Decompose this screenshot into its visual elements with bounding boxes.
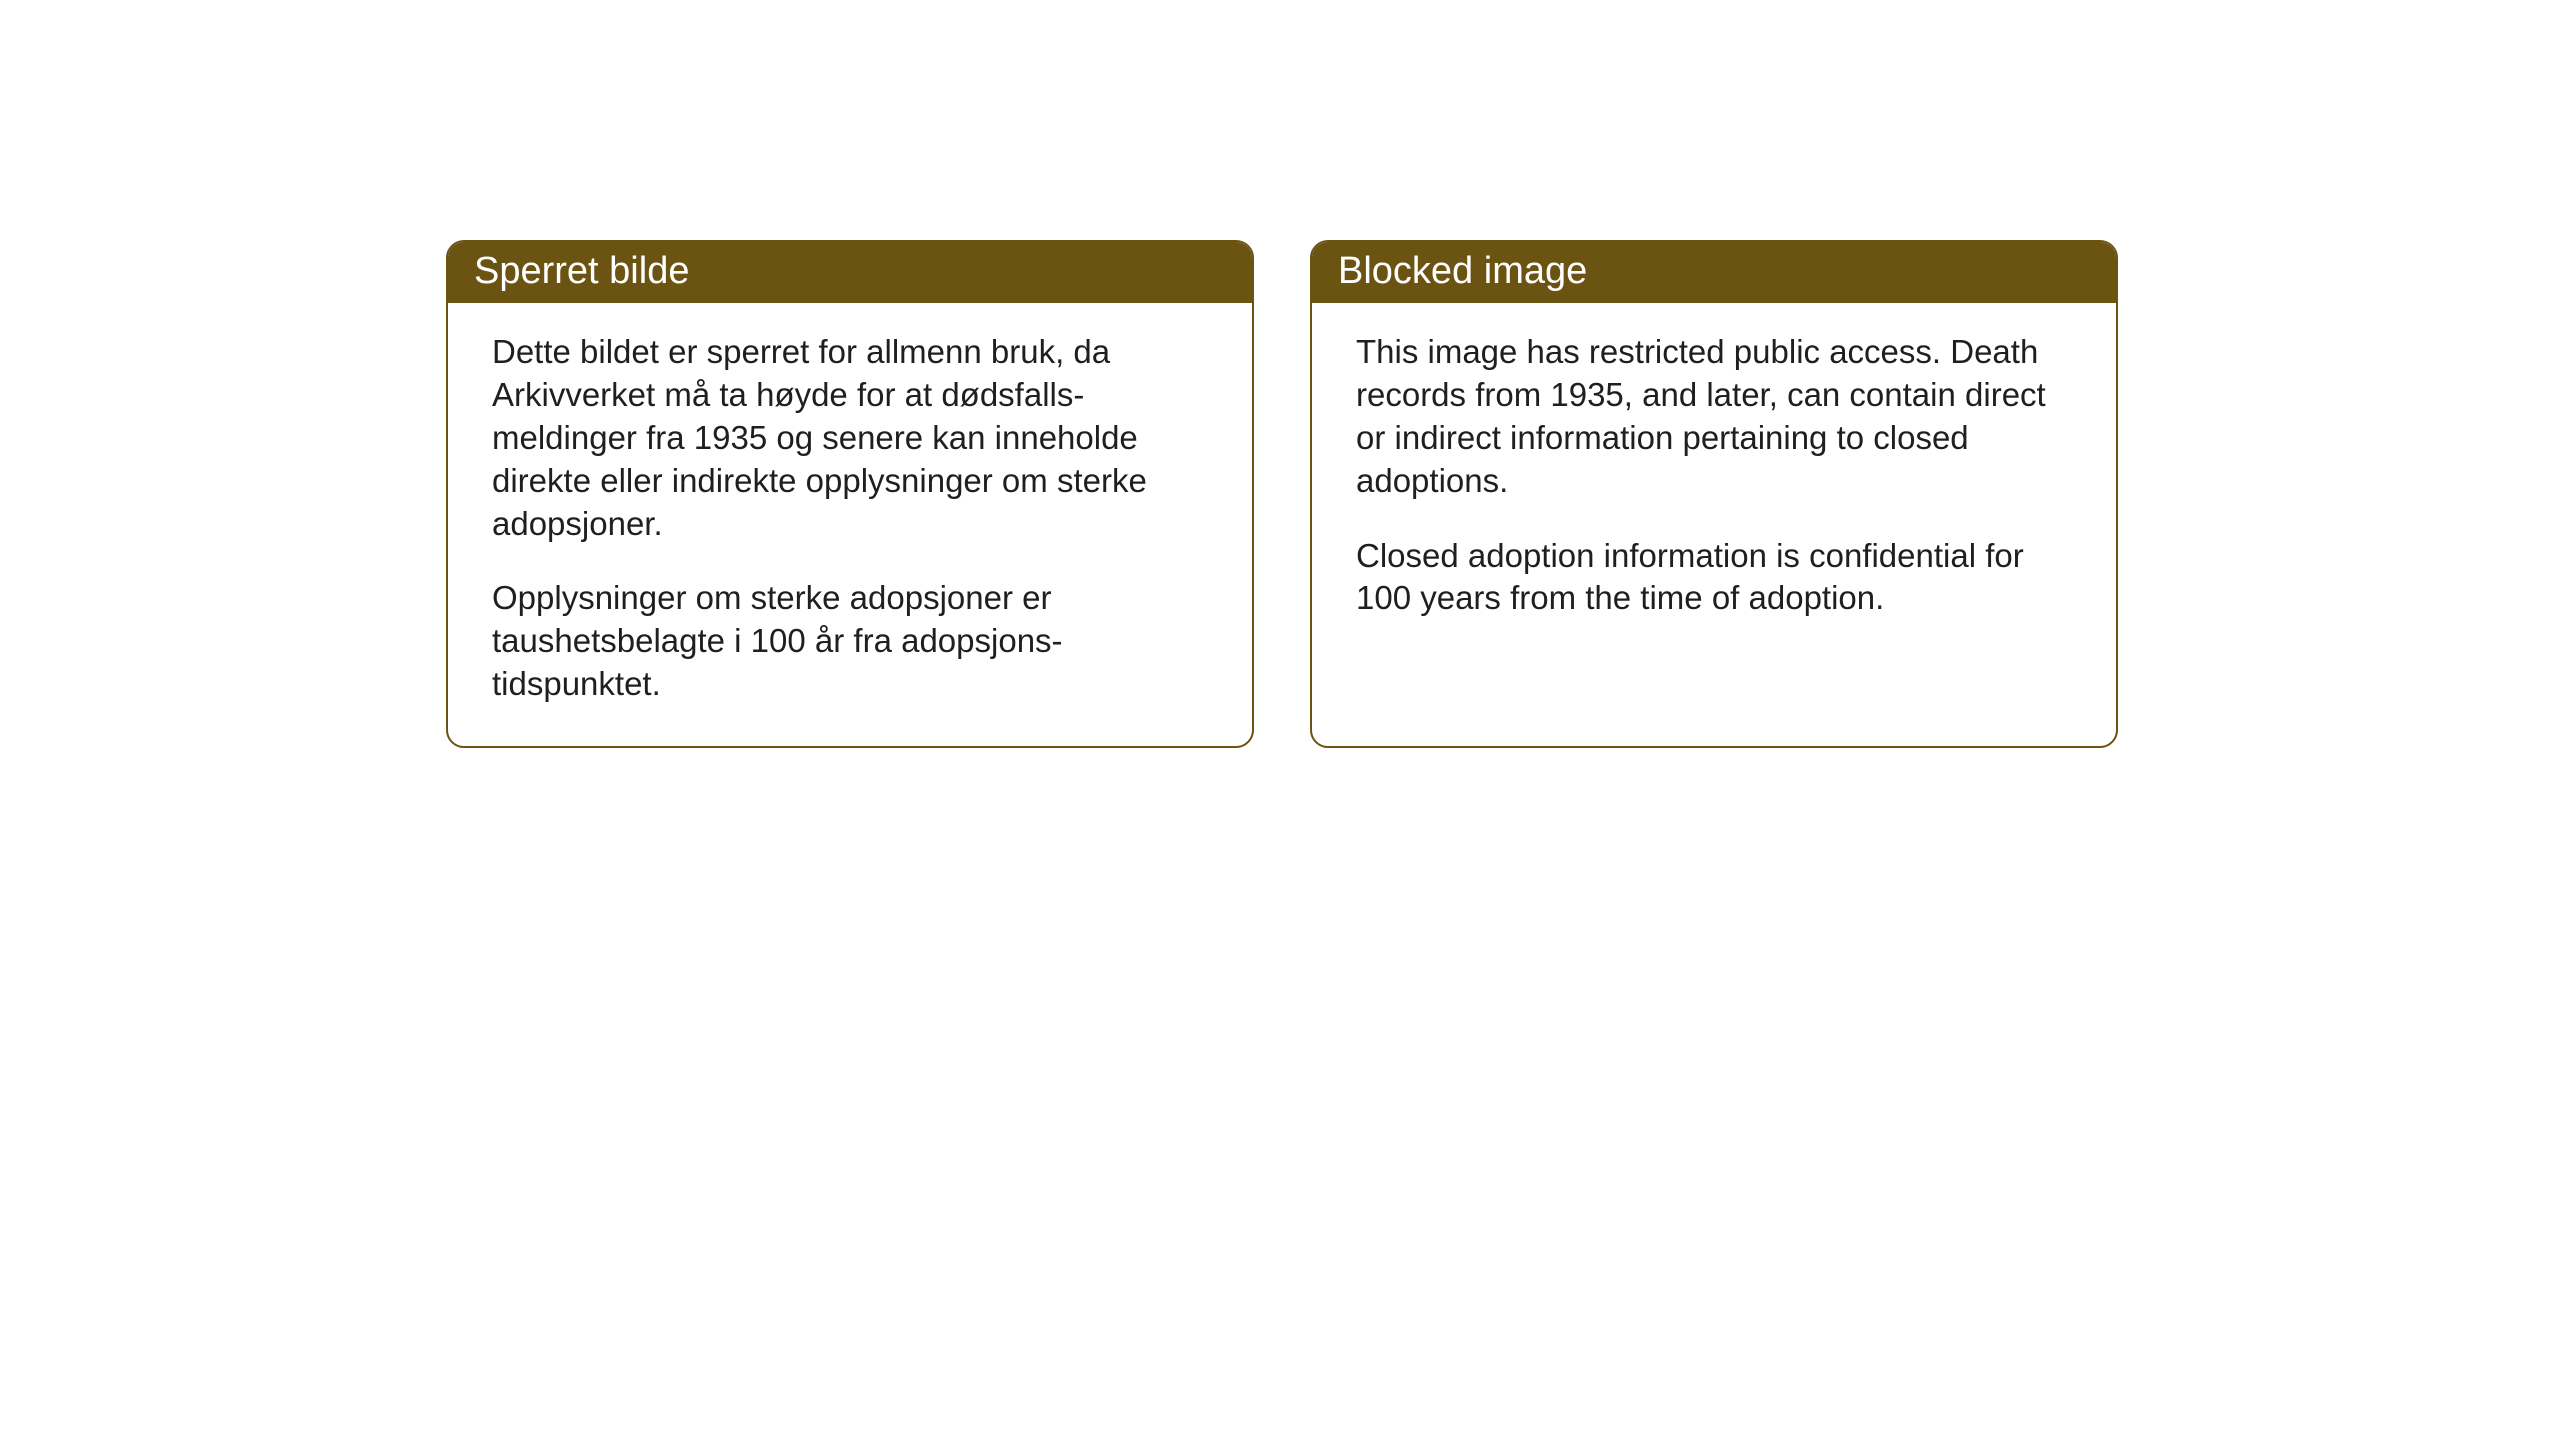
paragraph-english-2: Closed adoption information is confident… bbox=[1356, 535, 2072, 621]
panel-title-norwegian: Sperret bilde bbox=[474, 250, 689, 292]
panel-title-english: Blocked image bbox=[1338, 250, 1587, 292]
paragraph-english-1: This image has restricted public access.… bbox=[1356, 331, 2072, 503]
panel-header-english: Blocked image bbox=[1312, 242, 2116, 303]
paragraph-norwegian-1: Dette bildet er sperret for allmenn bruk… bbox=[492, 331, 1208, 545]
notice-container: Sperret bilde Dette bildet er sperret fo… bbox=[446, 240, 2118, 748]
panel-body-english: This image has restricted public access.… bbox=[1312, 303, 2116, 743]
notice-panel-english: Blocked image This image has restricted … bbox=[1310, 240, 2118, 748]
paragraph-norwegian-2: Opplysninger om sterke adopsjoner er tau… bbox=[492, 577, 1208, 706]
panel-header-norwegian: Sperret bilde bbox=[448, 242, 1252, 303]
panel-body-norwegian: Dette bildet er sperret for allmenn bruk… bbox=[448, 303, 1252, 746]
notice-panel-norwegian: Sperret bilde Dette bildet er sperret fo… bbox=[446, 240, 1254, 748]
